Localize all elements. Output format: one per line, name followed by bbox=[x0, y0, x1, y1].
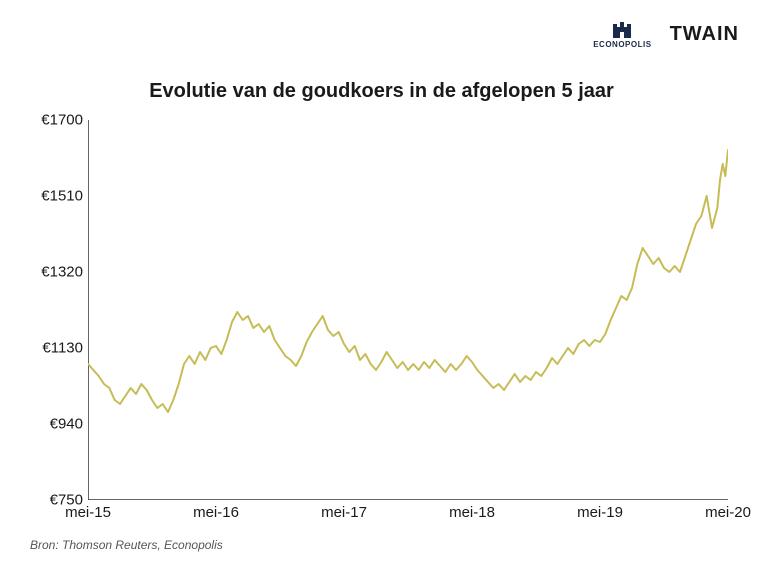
twain-logo: TWAIN bbox=[670, 23, 739, 46]
econopolis-logo: ECONOPOLIS bbox=[593, 20, 651, 49]
econopolis-text: ECONOPOLIS bbox=[593, 40, 651, 49]
x-tick-label: mei-15 bbox=[65, 504, 111, 521]
castle-icon bbox=[611, 20, 633, 38]
y-tick-label: €1700 bbox=[23, 112, 83, 129]
x-tick-label: mei-19 bbox=[577, 504, 623, 521]
y-tick-label: €1320 bbox=[23, 264, 83, 281]
y-tick-label: €940 bbox=[23, 416, 83, 433]
chart-title: Evolutie van de goudkoers in de afgelope… bbox=[0, 80, 763, 103]
chart-plot bbox=[88, 120, 728, 500]
y-tick-label: €1510 bbox=[23, 188, 83, 205]
x-tick-label: mei-16 bbox=[193, 504, 239, 521]
logo-bar: ECONOPOLIS TWAIN bbox=[593, 20, 739, 49]
y-tick-label: €1130 bbox=[23, 340, 83, 357]
x-tick-label: mei-18 bbox=[449, 504, 495, 521]
chart-container: ECONOPOLIS TWAIN Evolutie van de goudkoe… bbox=[0, 0, 763, 572]
x-tick-label: mei-17 bbox=[321, 504, 367, 521]
x-tick-label: mei-20 bbox=[705, 504, 751, 521]
gold-price-series bbox=[88, 150, 728, 412]
source-note: Bron: Thomson Reuters, Econopolis bbox=[30, 538, 223, 552]
